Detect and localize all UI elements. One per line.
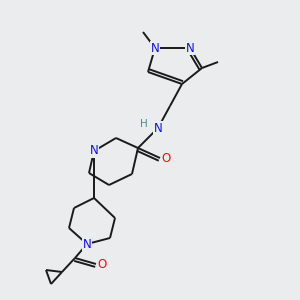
Text: N: N: [151, 41, 159, 55]
Text: N: N: [82, 238, 91, 250]
Text: N: N: [154, 122, 162, 134]
Text: N: N: [90, 145, 98, 158]
Text: H: H: [140, 119, 148, 129]
Text: N: N: [186, 41, 194, 55]
Text: O: O: [161, 152, 171, 164]
Text: O: O: [98, 257, 106, 271]
